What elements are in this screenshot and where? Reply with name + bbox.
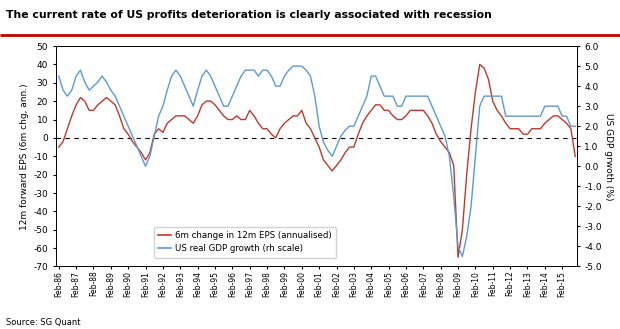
Text: The current rate of US profits deterioration is clearly associated with recessio: The current rate of US profits deteriora… [6,10,492,20]
Text: Source: SG Quant: Source: SG Quant [6,318,81,327]
Y-axis label: US GDP grwoth (%): US GDP grwoth (%) [604,113,613,200]
Legend: 6m change in 12m EPS (annualised), US real GDP growth (rh scale): 6m change in 12m EPS (annualised), US re… [154,227,336,258]
Y-axis label: 12m forward EPS (6m chg, ann.): 12m forward EPS (6m chg, ann.) [20,83,29,230]
